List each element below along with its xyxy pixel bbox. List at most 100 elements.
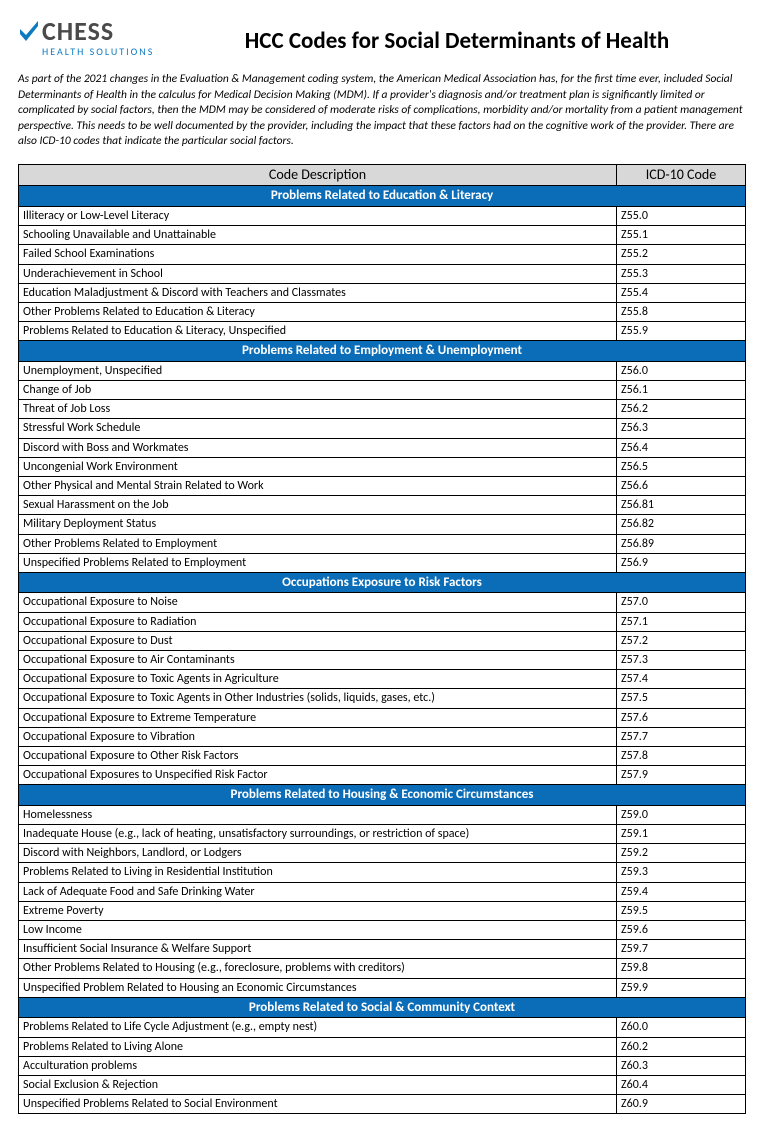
cell-code: Z57.1 <box>617 612 746 631</box>
cell-code: Z56.81 <box>617 496 746 515</box>
cell-desc: Lack of Adequate Food and Safe Drinking … <box>19 882 617 901</box>
cell-desc: Schooling Unavailable and Unattainable <box>19 226 617 245</box>
table-row: Occupational Exposure to Toxic Agents in… <box>19 670 746 689</box>
table-row: Stressful Work ScheduleZ56.3 <box>19 419 746 438</box>
check-icon <box>18 17 40 45</box>
cell-desc: Change of Job <box>19 381 617 400</box>
cell-desc: Uncongenial Work Environment <box>19 457 617 476</box>
cell-code: Z56.82 <box>617 515 746 534</box>
table-row: Sexual Harassment on the JobZ56.81 <box>19 496 746 515</box>
cell-desc: Extreme Poverty <box>19 901 617 920</box>
table-row: Occupational Exposure to Toxic Agents in… <box>19 689 746 708</box>
cell-code: Z59.2 <box>617 844 746 863</box>
cell-code: Z57.4 <box>617 670 746 689</box>
table-row: Acculturation problemsZ60.3 <box>19 1056 746 1075</box>
cell-desc: Unspecified Problem Related to Housing a… <box>19 978 617 997</box>
section-header: Problems Related to Housing & Economic C… <box>19 785 746 806</box>
table-row: Other Problems Related to Housing (e.g.,… <box>19 959 746 978</box>
cell-desc: Acculturation problems <box>19 1056 617 1075</box>
cell-code: Z59.6 <box>617 921 746 940</box>
section-header: Problems Related to Education & Literacy <box>19 186 746 207</box>
section-header: Problems Related to Social & Community C… <box>19 997 746 1018</box>
table-row: Occupational Exposure to Other Risk Fact… <box>19 746 746 765</box>
page-header: CHESS HEALTH SOLUTIONS HCC Codes for Soc… <box>18 15 746 58</box>
cell-desc: Occupational Exposure to Vibration <box>19 727 617 746</box>
cell-code: Z60.3 <box>617 1056 746 1075</box>
cell-code: Z59.8 <box>617 959 746 978</box>
cell-desc: Unemployment, Unspecified <box>19 361 617 380</box>
table-row: Problems Related to Living AloneZ60.2 <box>19 1037 746 1056</box>
cell-desc: Problems Related to Living in Residentia… <box>19 863 617 882</box>
table-row: Occupational Exposure to DustZ57.2 <box>19 631 746 650</box>
cell-code: Z56.6 <box>617 477 746 496</box>
table-row: Change of JobZ56.1 <box>19 381 746 400</box>
section-title: Problems Related to Employment & Unemplo… <box>19 341 746 362</box>
cell-desc: Failed School Examinations <box>19 245 617 264</box>
cell-code: Z60.0 <box>617 1018 746 1037</box>
codes-table: Code Description ICD-10 Code Problems Re… <box>18 164 746 1115</box>
cell-code: Z56.4 <box>617 438 746 457</box>
cell-desc: Sexual Harassment on the Job <box>19 496 617 515</box>
table-row: Threat of Job LossZ56.2 <box>19 400 746 419</box>
cell-code: Z59.1 <box>617 825 746 844</box>
cell-desc: Problems Related to Education & Literacy… <box>19 322 617 341</box>
table-row: Insufficient Social Insurance & Welfare … <box>19 940 746 959</box>
cell-desc: Problems Related to Living Alone <box>19 1037 617 1056</box>
cell-desc: Illiteracy or Low-Level Literacy <box>19 207 617 226</box>
table-row: Inadequate House (e.g., lack of heating,… <box>19 825 746 844</box>
table-row: Problems Related to Living in Residentia… <box>19 863 746 882</box>
cell-code: Z59.9 <box>617 978 746 997</box>
cell-desc: Threat of Job Loss <box>19 400 617 419</box>
table-row: Other Physical and Mental Strain Related… <box>19 477 746 496</box>
cell-desc: Other Physical and Mental Strain Related… <box>19 477 617 496</box>
table-row: Unspecified Problem Related to Housing a… <box>19 978 746 997</box>
section-title: Occupations Exposure to Risk Factors <box>19 572 746 593</box>
cell-code: Z55.4 <box>617 283 746 302</box>
cell-desc: Unspecified Problems Related to Social E… <box>19 1095 617 1114</box>
table-row: Other Problems Related to Education & Li… <box>19 302 746 321</box>
table-row: Failed School ExaminationsZ55.2 <box>19 245 746 264</box>
table-row: Discord with Neighbors, Landlord, or Lod… <box>19 844 746 863</box>
cell-code: Z55.9 <box>617 322 746 341</box>
cell-desc: Low Income <box>19 921 617 940</box>
cell-code: Z56.0 <box>617 361 746 380</box>
cell-code: Z59.3 <box>617 863 746 882</box>
table-row: Uncongenial Work EnvironmentZ56.5 <box>19 457 746 476</box>
section-header: Occupations Exposure to Risk Factors <box>19 572 746 593</box>
table-row: Problems Related to Life Cycle Adjustmen… <box>19 1018 746 1037</box>
cell-desc: Discord with Boss and Workmates <box>19 438 617 457</box>
cell-desc: Occupational Exposures to Unspecified Ri… <box>19 766 617 785</box>
cell-desc: Underachievement in School <box>19 264 617 283</box>
intro-paragraph: As part of the 2021 changes in the Evalu… <box>18 72 746 150</box>
cell-desc: Problems Related to Life Cycle Adjustmen… <box>19 1018 617 1037</box>
cell-code: Z56.3 <box>617 419 746 438</box>
cell-code: Z57.7 <box>617 727 746 746</box>
cell-code: Z55.8 <box>617 302 746 321</box>
cell-desc: Stressful Work Schedule <box>19 419 617 438</box>
cell-desc: Inadequate House (e.g., lack of heating,… <box>19 825 617 844</box>
cell-code: Z60.9 <box>617 1095 746 1114</box>
cell-desc: Occupational Exposure to Noise <box>19 593 617 612</box>
section-title: Problems Related to Social & Community C… <box>19 997 746 1018</box>
cell-desc: Unspecified Problems Related to Employme… <box>19 553 617 572</box>
logo: CHESS HEALTH SOLUTIONS <box>18 15 168 58</box>
cell-desc: Insufficient Social Insurance & Welfare … <box>19 940 617 959</box>
table-row: Occupational Exposure to Extreme Tempera… <box>19 708 746 727</box>
table-row: Military Deployment StatusZ56.82 <box>19 515 746 534</box>
cell-desc: Other Problems Related to Education & Li… <box>19 302 617 321</box>
cell-code: Z55.2 <box>617 245 746 264</box>
cell-code: Z56.5 <box>617 457 746 476</box>
cell-code: Z59.7 <box>617 940 746 959</box>
table-row: Lack of Adequate Food and Safe Drinking … <box>19 882 746 901</box>
cell-code: Z56.9 <box>617 553 746 572</box>
table-row: Underachievement in SchoolZ55.3 <box>19 264 746 283</box>
cell-code: Z56.2 <box>617 400 746 419</box>
table-row: Occupational Exposure to NoiseZ57.0 <box>19 593 746 612</box>
table-row: Social Exclusion & RejectionZ60.4 <box>19 1075 746 1094</box>
cell-desc: Occupational Exposure to Toxic Agents in… <box>19 670 617 689</box>
logo-text: CHESS <box>42 15 114 47</box>
cell-code: Z56.1 <box>617 381 746 400</box>
cell-desc: Homelessness <box>19 805 617 824</box>
cell-code: Z60.4 <box>617 1075 746 1094</box>
cell-code: Z55.0 <box>617 207 746 226</box>
